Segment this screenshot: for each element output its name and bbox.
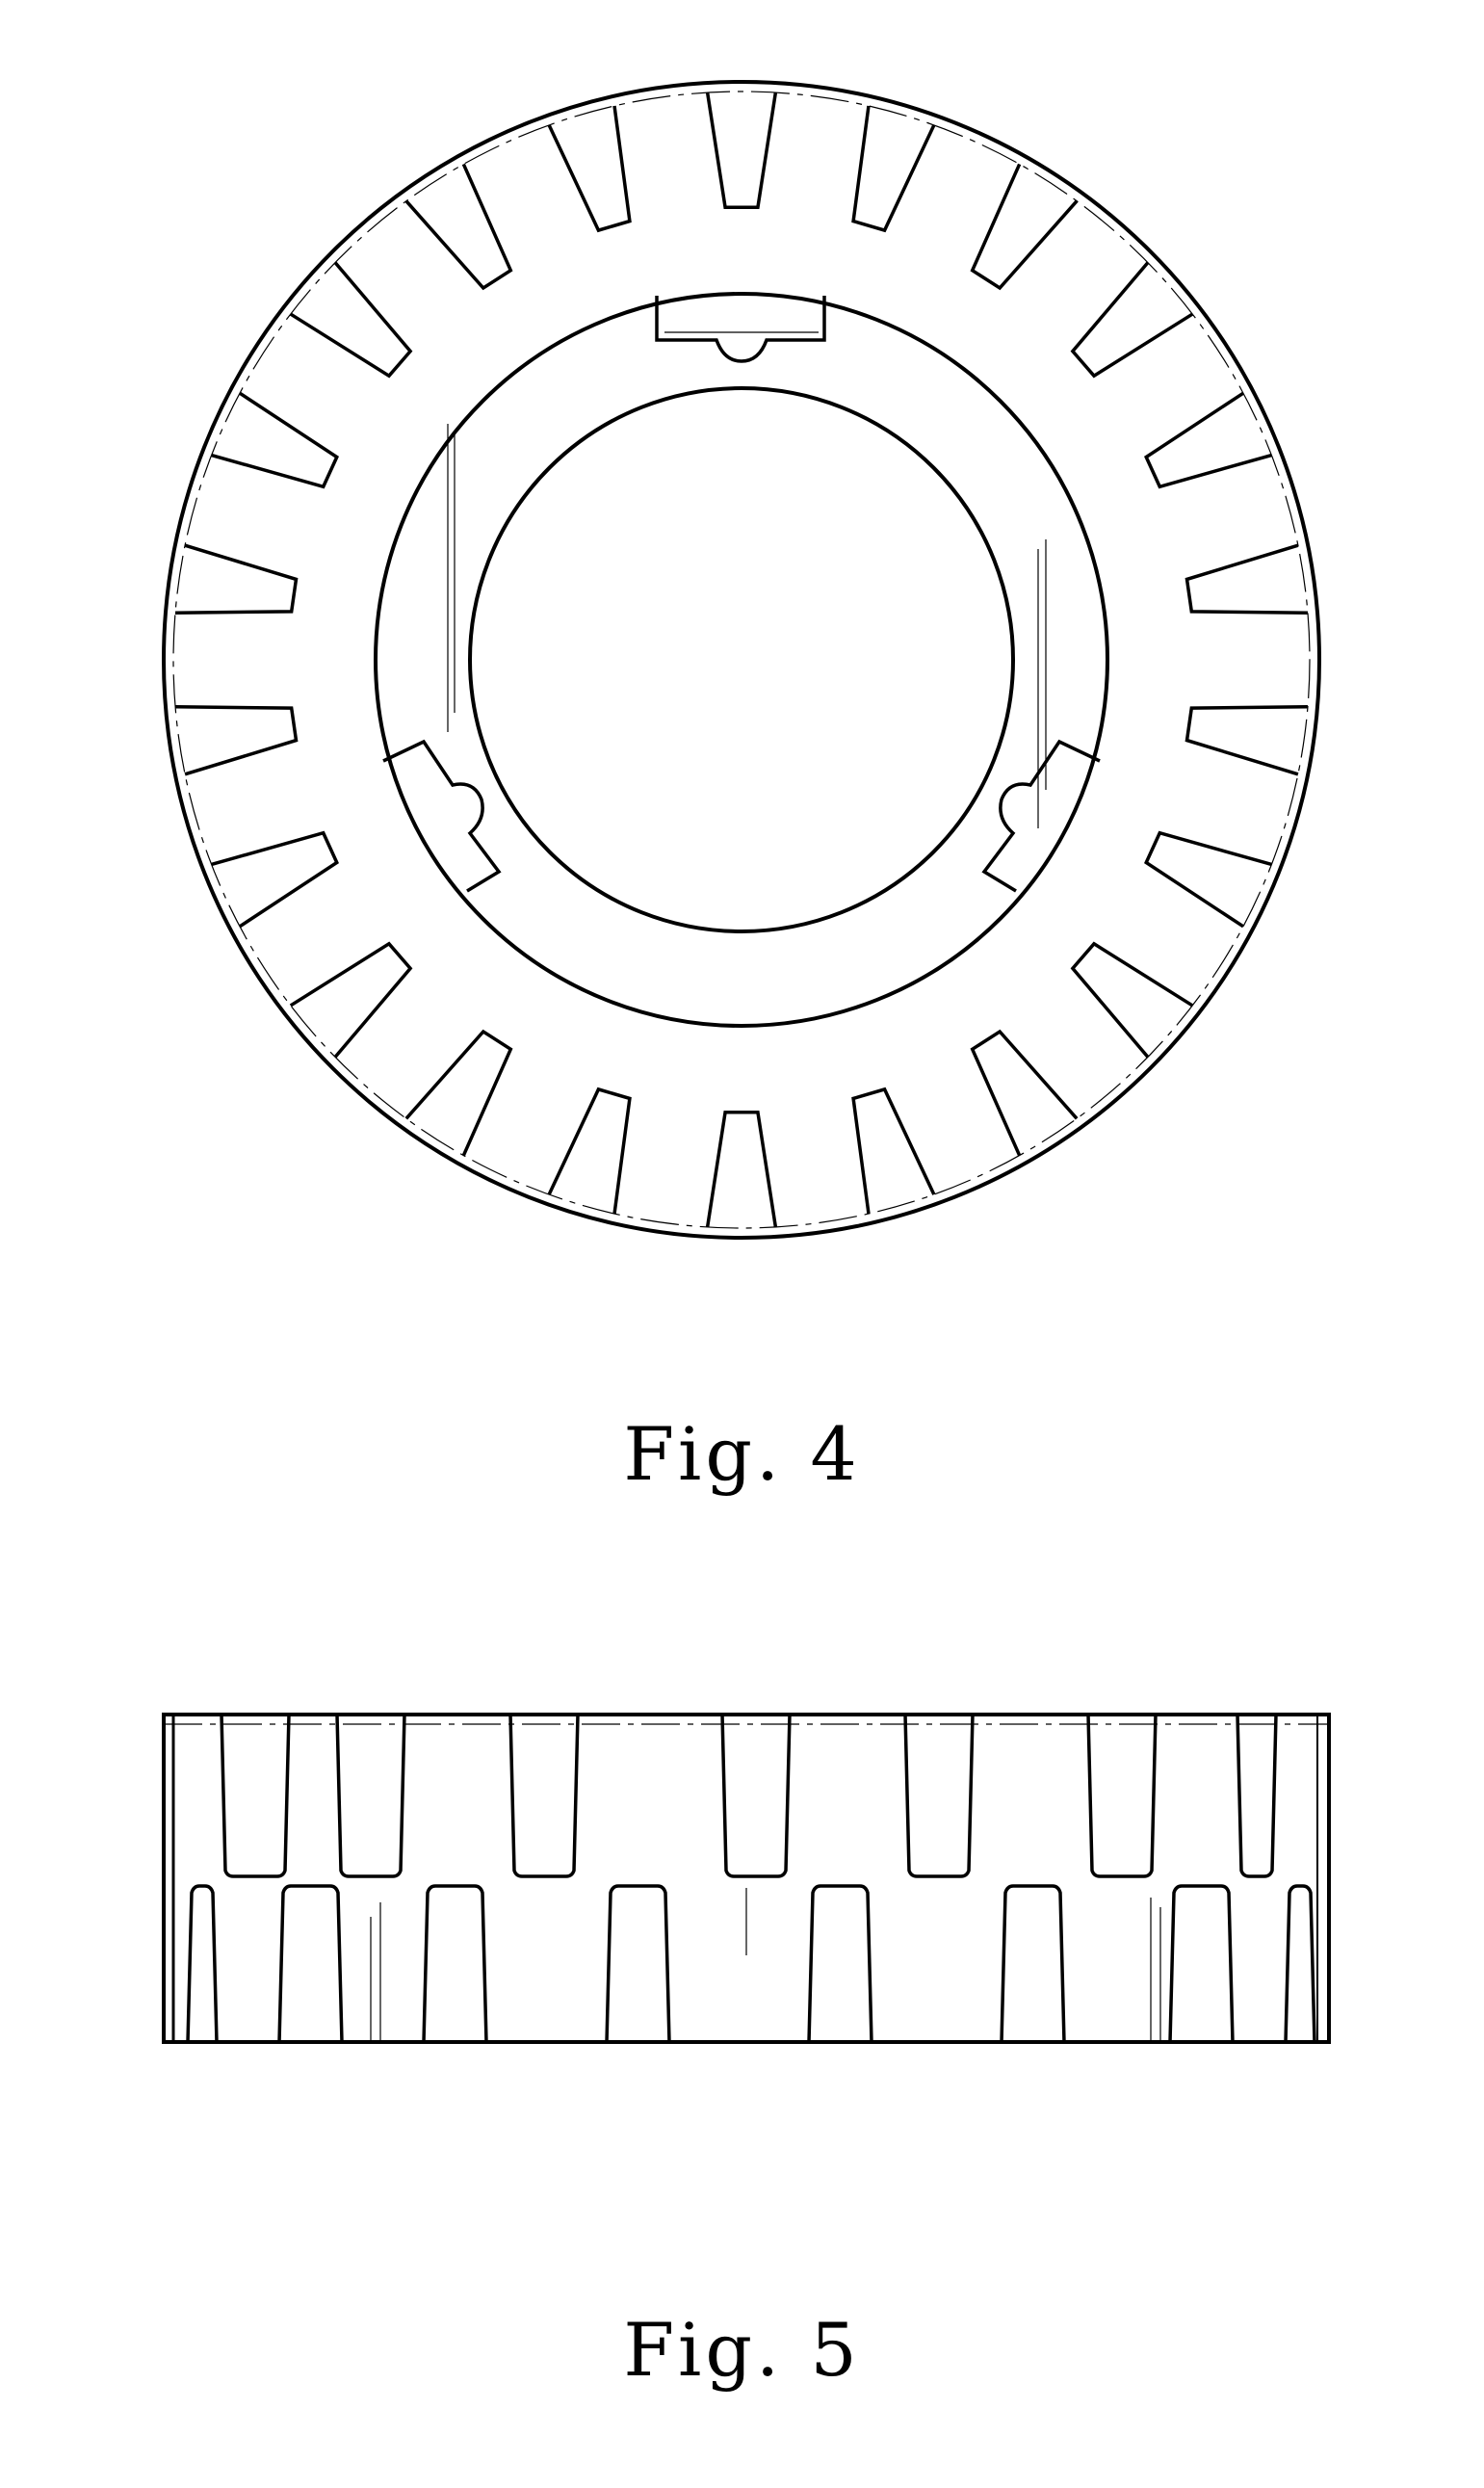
tooth-notch <box>406 164 510 288</box>
outer-rim-inner-edge <box>173 92 1310 1228</box>
side-slot <box>1286 1886 1315 2042</box>
tooth-notch <box>708 92 776 207</box>
side-slot <box>905 1715 973 1876</box>
side-slot <box>188 1886 217 2042</box>
side-slot <box>1237 1715 1276 1876</box>
tooth-notch <box>406 1032 510 1156</box>
tooth-notch <box>1187 545 1308 613</box>
tooth-notch <box>1187 707 1308 774</box>
tooth-notch <box>212 393 337 486</box>
tooth-notch <box>175 707 296 774</box>
side-slot <box>279 1886 342 2042</box>
tooth-notch <box>549 1089 630 1214</box>
side-slot <box>1170 1886 1233 2042</box>
figure-5-drawing <box>0 1657 1484 2061</box>
side-slot <box>809 1886 872 2042</box>
tooth-notch <box>1146 833 1271 927</box>
inner-bore <box>470 388 1013 931</box>
tooth-notch <box>212 833 337 927</box>
tooth-notch <box>549 106 630 230</box>
side-slot <box>607 1886 669 2042</box>
tooth-notch <box>175 545 296 613</box>
tooth-notch <box>853 1089 934 1214</box>
tooth-notch <box>1146 393 1271 486</box>
side-slot <box>510 1715 578 1876</box>
tooth-notch <box>973 1032 1077 1156</box>
figure-4-drawing <box>0 0 1484 1271</box>
outer-rim <box>164 82 1319 1238</box>
side-slot <box>424 1886 486 2042</box>
side-slot <box>722 1715 790 1876</box>
figure-5-caption: Fig. 5 <box>0 2307 1484 2393</box>
side-slot <box>221 1715 289 1876</box>
teeth-notches <box>175 92 1308 1227</box>
key-slots <box>383 296 1100 891</box>
side-slot <box>1002 1886 1064 2042</box>
figure-4-caption: Fig. 4 <box>0 1411 1484 1497</box>
tooth-notch <box>973 164 1077 288</box>
tooth-notch <box>708 1113 776 1227</box>
hidden-lines <box>448 424 1046 828</box>
side-slot <box>1088 1715 1156 1876</box>
side-slot <box>337 1715 404 1876</box>
side-slots <box>188 1715 1315 2042</box>
middle-ring <box>376 294 1107 1026</box>
tooth-notch <box>853 106 934 230</box>
